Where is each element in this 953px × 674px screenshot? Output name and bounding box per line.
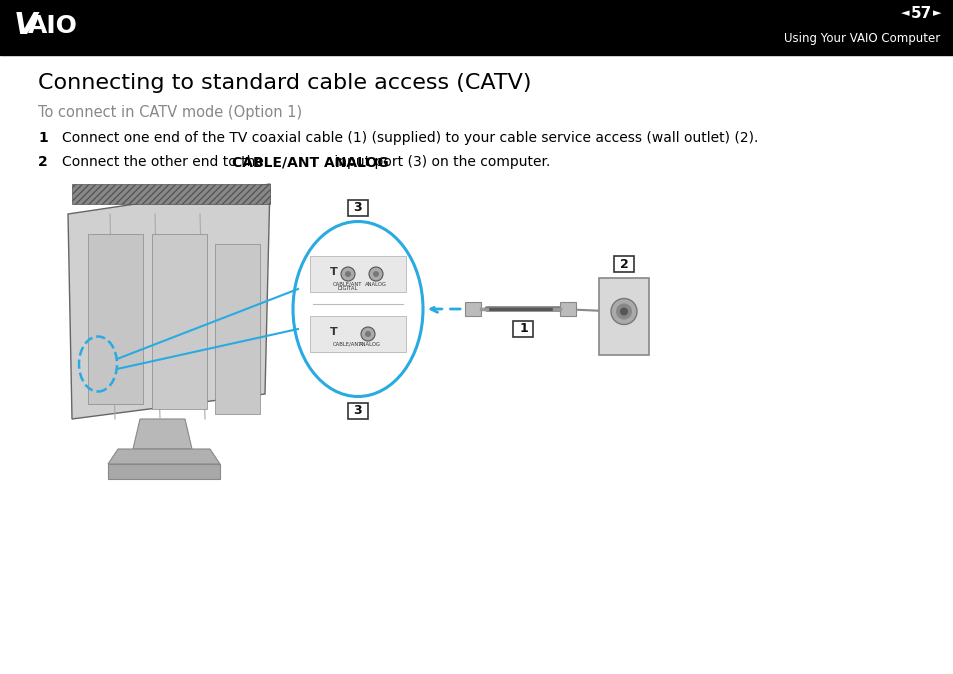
- Text: ANALOG: ANALOG: [358, 342, 380, 346]
- Text: ►: ►: [932, 8, 941, 18]
- FancyBboxPatch shape: [348, 402, 368, 419]
- Text: Connect one end of the TV coaxial cable (1) (supplied) to your cable service acc: Connect one end of the TV coaxial cable …: [62, 131, 758, 146]
- Text: input port (3) on the computer.: input port (3) on the computer.: [330, 155, 550, 169]
- Text: 3: 3: [354, 404, 362, 417]
- Text: 3: 3: [354, 201, 362, 214]
- Circle shape: [610, 299, 637, 324]
- Text: 1: 1: [518, 322, 527, 336]
- Text: ANALOG: ANALOG: [365, 282, 387, 286]
- Circle shape: [340, 267, 355, 281]
- Text: CABLE/ANT ANALOG: CABLE/ANT ANALOG: [232, 155, 388, 169]
- FancyBboxPatch shape: [513, 321, 533, 337]
- FancyBboxPatch shape: [614, 256, 634, 272]
- Text: Connecting to standard cable access (CATV): Connecting to standard cable access (CAT…: [38, 73, 531, 93]
- FancyBboxPatch shape: [348, 200, 368, 216]
- Text: V: V: [14, 11, 37, 40]
- Text: Using Your VAIO Computer: Using Your VAIO Computer: [783, 32, 939, 45]
- Bar: [152, 234, 207, 409]
- Text: To connect in CATV mode (Option 1): To connect in CATV mode (Option 1): [38, 105, 302, 120]
- Polygon shape: [108, 449, 220, 464]
- Circle shape: [373, 271, 378, 277]
- Text: T: T: [330, 327, 337, 337]
- Circle shape: [345, 271, 351, 277]
- Text: 2: 2: [619, 257, 628, 270]
- Bar: [310, 256, 406, 292]
- Text: 57: 57: [909, 6, 931, 21]
- Bar: [88, 234, 143, 404]
- FancyBboxPatch shape: [598, 278, 648, 355]
- Text: CABLE/ANT: CABLE/ANT: [333, 342, 362, 346]
- Circle shape: [360, 327, 375, 341]
- Text: 2: 2: [38, 155, 48, 169]
- Text: 1: 1: [38, 131, 48, 146]
- Text: AIO: AIO: [28, 13, 78, 38]
- Polygon shape: [132, 419, 192, 449]
- Bar: [464, 302, 480, 316]
- Bar: [559, 302, 576, 316]
- Text: T: T: [330, 267, 337, 277]
- Text: ◄: ◄: [900, 8, 908, 18]
- Circle shape: [369, 267, 382, 281]
- Text: DIGITAL: DIGITAL: [337, 286, 357, 290]
- Circle shape: [365, 331, 371, 337]
- Text: Connect the other end to the: Connect the other end to the: [62, 155, 268, 169]
- Bar: [310, 316, 406, 352]
- Bar: [214, 244, 260, 414]
- Bar: [0, 0, 953, 55]
- Circle shape: [616, 303, 631, 319]
- Text: CABLE/ANT: CABLE/ANT: [333, 282, 362, 286]
- Circle shape: [619, 307, 627, 315]
- Polygon shape: [71, 184, 270, 204]
- Bar: [108, 464, 220, 479]
- Polygon shape: [68, 184, 270, 419]
